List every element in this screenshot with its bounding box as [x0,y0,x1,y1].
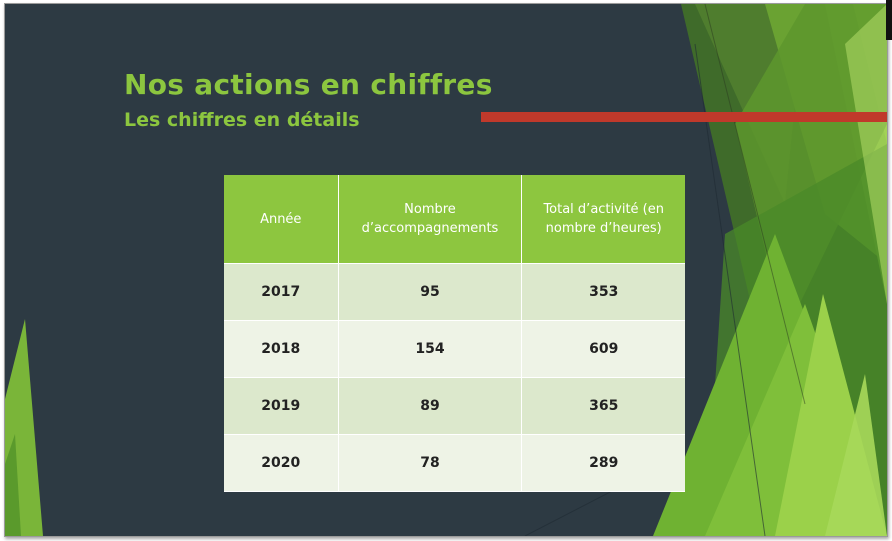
cell-hours: 353 [521,263,685,321]
cell-accompaniments: 95 [338,263,523,321]
cell-year: 2019 [224,377,339,435]
table-row: 2019 89 365 [224,377,685,435]
cell-accompaniments: 154 [338,320,523,378]
cell-hours: 609 [521,320,685,378]
cell-year: 2017 [224,263,339,321]
cell-accompaniments: 78 [338,434,523,492]
cell-year: 2020 [224,434,339,492]
slide-title: Nos actions en chiffres [124,68,493,101]
window-edge [886,0,892,40]
accent-bar [481,112,887,122]
slide-subtitle: Les chiffres en détails [124,109,360,131]
cell-hours: 365 [521,377,685,435]
cell-year: 2018 [224,320,339,378]
cell-hours: 289 [521,434,685,492]
table-header-row: Année Nombre d’accompagnements Total d’a… [224,175,685,264]
table-row: 2018 154 609 [224,320,685,378]
slide: Nos actions en chiffres Les chiffres en … [4,3,888,537]
decorative-triangles [5,4,887,536]
figures-table: Année Nombre d’accompagnements Total d’a… [224,175,685,492]
table-row: 2017 95 353 [224,263,685,321]
header-activity-hours: Total d’activité (en nombre d’heures) [521,175,685,264]
header-accompaniments: Nombre d’accompagnements [338,175,523,264]
header-year: Année [224,175,339,264]
cell-accompaniments: 89 [338,377,523,435]
table-row: 2020 78 289 [224,434,685,492]
